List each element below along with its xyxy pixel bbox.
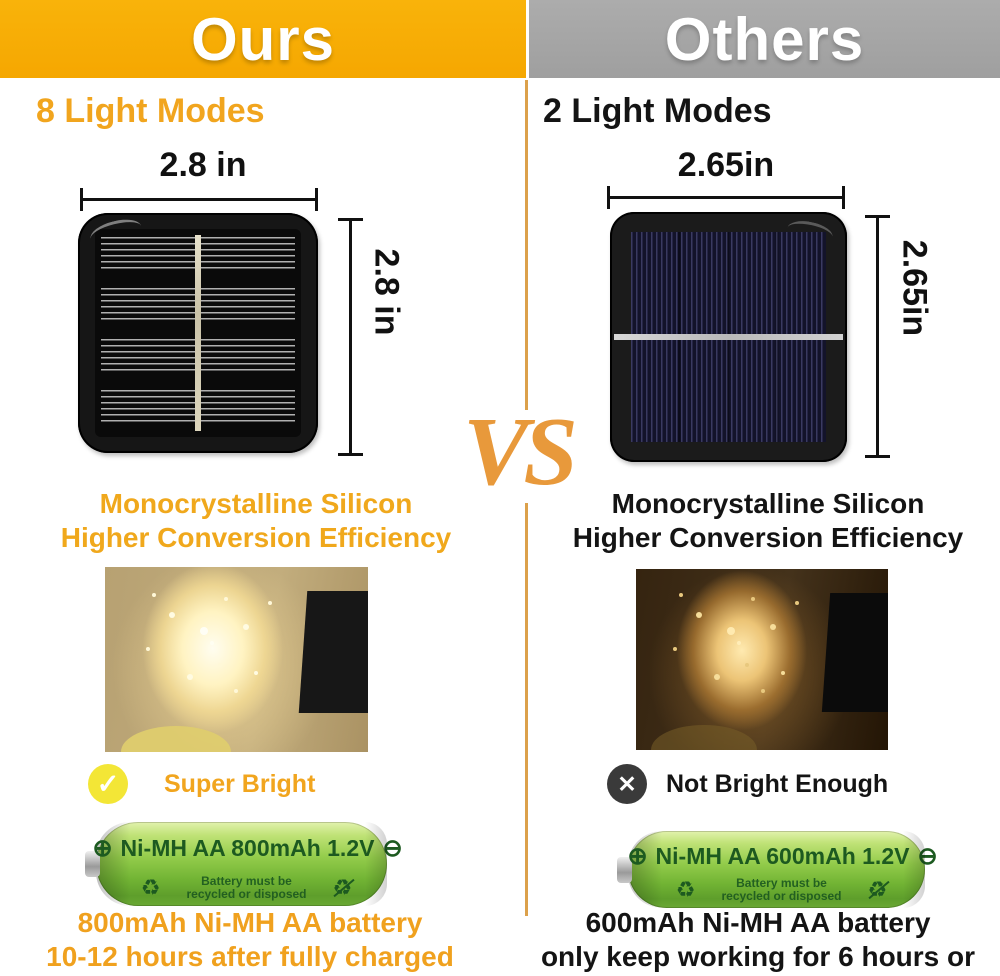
ours-height-measure-line (338, 218, 363, 456)
ours-lights-photo (105, 567, 368, 752)
measure-tick (865, 215, 890, 218)
ours-battery-print-text: Ni-MH AA 800mAh 1.2V (120, 834, 375, 861)
others-battery-note-line1: Battery must be (736, 876, 827, 891)
others-battery-note: Battery must be recycled or disposed (721, 877, 841, 903)
others-brightness-caption: Not Bright Enough (666, 770, 889, 798)
ours-battery-note: Battery must be recycled or disposed (186, 873, 307, 901)
center-divider-top (525, 80, 528, 410)
ours-feature-line2: Higher Conversion Efficiency (60, 522, 452, 553)
others-battery-note-row: ♻ Battery must be recycled or disposed ♻ (668, 877, 895, 903)
others-width-measure-line (607, 186, 845, 209)
cross-icon: ✕ (617, 770, 637, 797)
solar-unit-in-photo (298, 591, 368, 714)
recycle-icon: ♻ (140, 874, 161, 900)
others-battery-note-line2: recycled or disposed (721, 889, 842, 904)
header-ours: Ours (0, 0, 526, 78)
solar-busbar (614, 334, 843, 340)
battery-terminal-nub (617, 856, 632, 883)
ours-battery-note-line1: Battery must be (201, 873, 292, 888)
ours-summary-line2: 10-12 hours after fully charged (46, 941, 454, 972)
measure-tick (842, 186, 845, 209)
plus-pole-icon: ⊕ (627, 842, 648, 870)
header-ours-label: Ours (190, 5, 336, 73)
header-others-label: Others (664, 5, 865, 73)
others-summary-line1: 600mAh Ni-MH AA battery (585, 907, 931, 938)
ours-battery: ⊕ Ni-MH AA 800mAh 1.2V ⊖ ♻ Battery must … (85, 822, 403, 906)
measure-tick (315, 188, 318, 211)
others-battery: ⊕ Ni-MH AA 600mAh 1.2V ⊖ ♻ Battery must … (617, 831, 938, 908)
check-circle: ✓ (88, 764, 128, 804)
ours-panel-width-label: 2.8 in (159, 146, 247, 184)
cross-circle: ✕ (607, 764, 647, 804)
others-battery-print-text: Ni-MH AA 600mAh 1.2V (655, 842, 910, 869)
ours-feature-line1: Monocrystalline Silicon (99, 488, 413, 519)
ours-solar-panel (78, 213, 318, 453)
others-light-modes-label: 2 Light Modes (543, 92, 772, 130)
header-others: Others (529, 0, 1000, 78)
ours-brightness-caption: Super Bright (164, 770, 316, 798)
others-height-measure-line (865, 215, 890, 458)
ours-battery-note-line2: recycled or disposed (186, 886, 307, 901)
vs-label: VS (463, 398, 578, 506)
others-feature-line2: Higher Conversion Efficiency (572, 522, 964, 553)
wire-spool-in-photo (651, 724, 757, 750)
others-summary-line2: only keep working for 6 hours or less (540, 941, 976, 976)
minus-pole-icon: ⊖ (382, 834, 403, 862)
others-lights-photo (636, 569, 888, 750)
plus-pole-icon: ⊕ (92, 834, 113, 862)
measure-tick (80, 188, 83, 211)
ours-panel-height-label: 2.8 in (367, 248, 406, 336)
ours-solar-cells (95, 229, 301, 437)
others-feature-line1: Monocrystalline Silicon (611, 488, 925, 519)
measure-tick (338, 218, 363, 221)
ours-light-modes-label: 8 Light Modes (36, 92, 265, 130)
measure-tick (865, 455, 890, 458)
measure-tick (607, 186, 610, 209)
center-divider-bottom (525, 503, 528, 916)
others-feature-caption: Monocrystalline Silicon Higher Conversio… (538, 487, 998, 555)
light-sparkles (736, 641, 741, 646)
others-battery-print: ⊕ Ni-MH AA 600mAh 1.2V ⊖ (627, 842, 937, 871)
ours-battery-print: ⊕ Ni-MH AA 800mAh 1.2V ⊖ (92, 834, 402, 863)
ours-summary-line1: 800mAh Ni-MH AA battery (77, 907, 423, 938)
recycle-icon: ♻ (675, 877, 696, 903)
ours-battery-note-row: ♻ Battery must be recycled or disposed ♻ (136, 873, 357, 901)
others-panel-height-label: 2.65in (895, 239, 934, 337)
others-solar-panel (610, 212, 847, 462)
ours-feature-caption: Monocrystalline Silicon Higher Conversio… (26, 487, 486, 555)
others-panel-width-label: 2.65in (677, 146, 775, 184)
minus-pole-icon: ⊖ (917, 842, 938, 870)
ours-width-measure-line (80, 188, 318, 211)
battery-terminal-nub (85, 851, 100, 877)
wire-spool-in-photo (120, 726, 232, 752)
no-trash-icon: ♻ (868, 879, 890, 901)
solar-busbar (195, 235, 201, 431)
light-sparkles (210, 641, 215, 645)
measure-tick (338, 453, 363, 456)
no-trash-icon: ♻ (333, 876, 355, 899)
solar-unit-in-photo (821, 592, 888, 712)
check-icon: ✓ (96, 768, 120, 799)
